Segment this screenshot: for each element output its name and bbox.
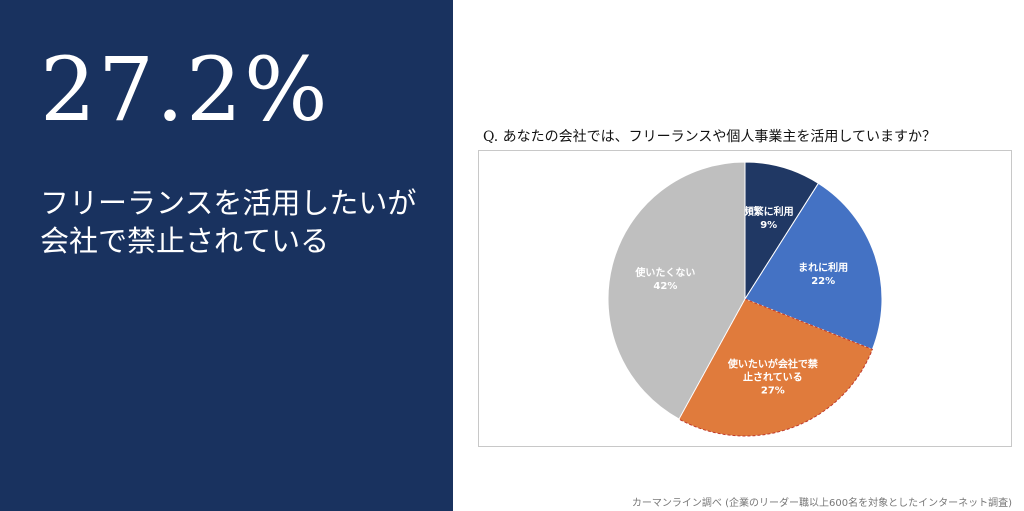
- chart-title: Q. あなたの会社では、フリーランスや個人事業主を活用していますか？: [483, 129, 936, 145]
- pie-slice-3-value-label: 27%: [761, 385, 785, 396]
- pie-slice-2-value-label: 22%: [811, 276, 835, 287]
- headline-line-1: フリーランスを活用したいが: [40, 186, 417, 220]
- left-panel: 27.2% フリーランスを活用したいが 会社で禁止されている: [0, 0, 453, 511]
- headline-value: 27.2%: [40, 38, 330, 141]
- headline-line-2: 会社で禁止されている: [40, 224, 330, 258]
- pie-slice-3-category-label: 使いたいが会社で禁: [727, 357, 818, 370]
- pie-slice-3-category-label: 止されている: [743, 370, 803, 383]
- pie-slice-4-category-label: 使いたくない: [634, 266, 695, 279]
- pie-slice-4-value-label: 42%: [653, 281, 677, 292]
- source-note: カーマンライン調べ (企業のリーダー職以上600名を対象としたインターネット調査…: [631, 498, 1012, 509]
- pie-slice-2-category-label: まれに利用: [798, 261, 848, 274]
- pie-slice-3: [678, 298, 874, 437]
- pie-slice-1-category-label: 頻繁に利用: [744, 205, 794, 218]
- headline-text: フリーランスを活用したいが 会社で禁止されている: [40, 184, 440, 260]
- chart-frame: 頻繁に利用 9% まれに利用 22% 使いたいが会社で禁 止されている 27% 使いたくない 4…: [478, 150, 1012, 447]
- pie-slice-2: [744, 182, 883, 351]
- pie-slice-1-value-label: 9%: [760, 220, 777, 231]
- pie-slice-4: [607, 161, 746, 420]
